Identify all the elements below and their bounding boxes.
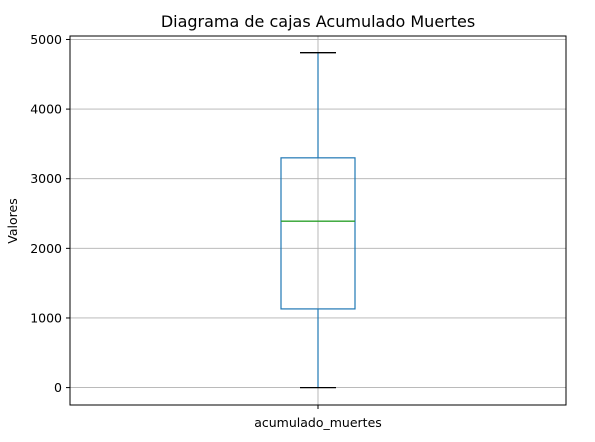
y-tick-label: 1000 (30, 310, 62, 325)
y-tick-label: 0 (54, 380, 62, 395)
y-tick-label: 5000 (30, 32, 62, 47)
y-tick-label: 2000 (30, 241, 62, 256)
box-layer (280, 52, 356, 389)
y-axis-label: Valores (5, 198, 20, 243)
y-tick-layer: 0 1000 2000 3000 4000 5000 (30, 32, 70, 395)
iqr-box (280, 157, 356, 310)
x-tick-layer: acumulado_muertes (254, 405, 382, 430)
chart-title: Diagrama de cajas Acumulado Muertes (161, 12, 475, 31)
y-tick-label: 4000 (30, 102, 62, 117)
y-tick-label: 3000 (30, 171, 62, 186)
x-tick-label: acumulado_muertes (254, 415, 382, 430)
